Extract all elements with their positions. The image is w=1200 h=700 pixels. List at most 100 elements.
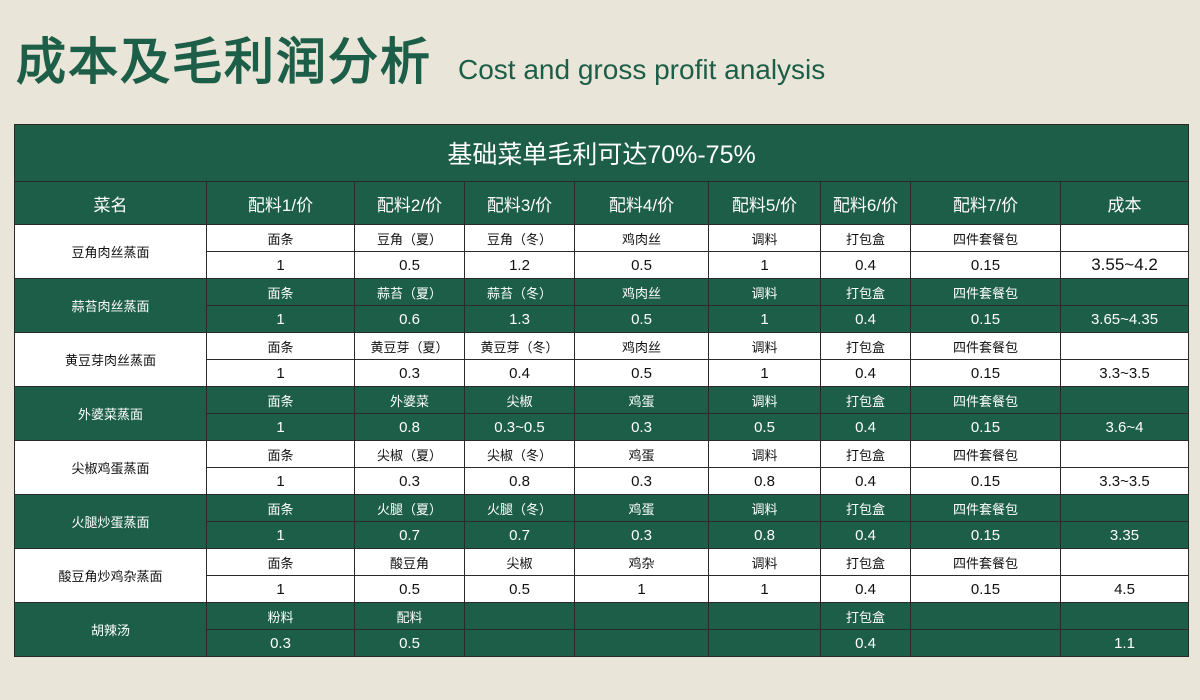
- ingredient-cell: [574, 602, 709, 630]
- column-header-row: 菜名 配料1/价 配料2/价 配料3/价 配料4/价 配料5/价 配料6/价 配…: [14, 181, 1190, 225]
- ingredient-cell: 火腿（夏）: [354, 494, 465, 522]
- price-cell: 0.4: [820, 629, 911, 657]
- ingredient-cell: 鸡杂: [574, 548, 709, 576]
- ingredient-cell: 豆角（冬）: [464, 224, 575, 252]
- ingredient-cell: 打包盒: [820, 278, 911, 306]
- price-cell: 0.4: [820, 467, 911, 495]
- price-cell: 0.3: [354, 359, 465, 387]
- ingredient-cell: 尖椒（夏）: [354, 440, 465, 468]
- dish-name: 豆角肉丝蒸面: [14, 224, 207, 279]
- ingredient-cell: 面条: [206, 440, 355, 468]
- dish-name: 蒜苔肉丝蒸面: [14, 278, 207, 333]
- dish-price-row: 0.3 0.5 0.4 1.1: [15, 629, 1190, 657]
- ingredient-cell: 酸豆角: [354, 548, 465, 576]
- ingredient-cell: 打包盒: [820, 602, 911, 630]
- price-cell: 0.4: [820, 575, 911, 603]
- dish-ingredient-row: 尖椒鸡蛋蒸面 面条 尖椒（夏） 尖椒（冬） 鸡蛋 调料 打包盒 四件套餐包: [14, 440, 1190, 495]
- ingredient-cell: 四件套餐包: [910, 224, 1061, 252]
- dish-price-row: 1 0.6 1.3 0.5 1 0.4 0.15 3.65~4.35: [15, 305, 1190, 333]
- ingredient-cell: 四件套餐包: [910, 278, 1061, 306]
- price-cell: 0.4: [820, 251, 911, 279]
- ingredient-cell: 外婆菜: [354, 386, 465, 414]
- ingredient-cell: 鸡蛋: [574, 386, 709, 414]
- price-cell: 0.6: [354, 305, 465, 333]
- price-cell: 0.5: [464, 575, 575, 603]
- ingredient-cell: 面条: [206, 386, 355, 414]
- price-cell: 1: [206, 305, 355, 333]
- ingredient-cell: 尖椒（冬）: [464, 440, 575, 468]
- dish-ingredient-row: 蒜苔肉丝蒸面 面条 蒜苔（夏） 蒜苔（冬） 鸡肉丝 调料 打包盒 四件套餐包: [14, 278, 1190, 333]
- ingredient-cell: 四件套餐包: [910, 494, 1061, 522]
- price-cell: 0.4: [820, 413, 911, 441]
- column-header: 配料1/价: [206, 181, 355, 225]
- ingredient-cell: 四件套餐包: [910, 440, 1061, 468]
- price-cell: [574, 629, 709, 657]
- price-cell: 1: [206, 413, 355, 441]
- ingredient-cell: 打包盒: [820, 224, 911, 252]
- ingredient-cell: 打包盒: [820, 386, 911, 414]
- dish-ingredient-row: 黄豆芽肉丝蒸面 面条 黄豆芽（夏） 黄豆芽（冬） 鸡肉丝 调料 打包盒 四件套餐包: [14, 332, 1190, 387]
- cost-cell-empty: [1059, 602, 1190, 630]
- cost-cell: 3.65~4.35: [1059, 305, 1190, 333]
- column-header: 菜名: [14, 181, 207, 225]
- table-banner: 基础菜单毛利可达70%-75%: [13, 124, 1190, 182]
- ingredient-cell: 尖椒: [464, 548, 575, 576]
- cost-table-body: 豆角肉丝蒸面 面条 豆角（夏） 豆角（冬） 鸡肉丝 调料 打包盒 四件套餐包 1 0.5 1.2 0.…: [14, 224, 1190, 657]
- ingredient-cell: 黄豆芽（夏）: [354, 332, 465, 360]
- price-cell: 0.3: [354, 467, 465, 495]
- price-cell: 0.3: [206, 629, 355, 657]
- price-cell: [464, 629, 575, 657]
- price-cell: 1: [206, 575, 355, 603]
- price-cell: 0.15: [910, 413, 1061, 441]
- cost-cell: 3.3~3.5: [1059, 467, 1190, 495]
- price-cell: 0.8: [708, 467, 821, 495]
- dish-name: 火腿炒蛋蒸面: [14, 494, 207, 549]
- ingredient-cell: 打包盒: [820, 332, 911, 360]
- price-cell: 1.3: [464, 305, 575, 333]
- dish-price-row: 1 0.3 0.8 0.3 0.8 0.4 0.15 3.3~3.5: [15, 467, 1190, 495]
- price-cell: 1: [206, 251, 355, 279]
- price-cell: 0.4: [464, 359, 575, 387]
- price-cell: 0.5: [574, 359, 709, 387]
- cost-cell-empty: [1059, 494, 1190, 522]
- cost-cell-empty: [1059, 278, 1190, 306]
- dish-name: 外婆菜蒸面: [14, 386, 207, 441]
- price-cell: 0.3: [574, 521, 709, 549]
- ingredient-cell: 鸡蛋: [574, 494, 709, 522]
- price-cell: 0.15: [910, 521, 1061, 549]
- price-cell: 0.4: [820, 359, 911, 387]
- price-cell: 1: [708, 305, 821, 333]
- ingredient-cell: 调料: [708, 224, 821, 252]
- price-cell: 0.5: [354, 251, 465, 279]
- ingredient-cell: 打包盒: [820, 494, 911, 522]
- ingredient-cell: 鸡肉丝: [574, 224, 709, 252]
- dish-price-row: 1 0.5 1.2 0.5 1 0.4 0.15 3.55~4.2: [15, 251, 1190, 279]
- dish-ingredient-row: 外婆菜蒸面 面条 外婆菜 尖椒 鸡蛋 调料 打包盒 四件套餐包: [14, 386, 1190, 441]
- cost-cell: 3.55~4.2: [1059, 251, 1190, 279]
- ingredient-cell: 四件套餐包: [910, 332, 1061, 360]
- price-cell: 1: [708, 575, 821, 603]
- price-cell: 0.5: [574, 305, 709, 333]
- ingredient-cell: 调料: [708, 332, 821, 360]
- price-cell: [910, 629, 1061, 657]
- ingredient-cell: 四件套餐包: [910, 386, 1061, 414]
- cost-cell: 3.35: [1059, 521, 1190, 549]
- price-cell: 0.5: [708, 413, 821, 441]
- column-header: 配料2/价: [354, 181, 465, 225]
- price-cell: 0.8: [708, 521, 821, 549]
- price-cell: 0.15: [910, 359, 1061, 387]
- cost-cell-empty: [1059, 332, 1190, 360]
- ingredient-cell: 蒜苔（冬）: [464, 278, 575, 306]
- price-cell: 0.15: [910, 251, 1061, 279]
- ingredient-cell: 调料: [708, 548, 821, 576]
- page-subtitle: Cost and gross profit analysis: [458, 54, 826, 85]
- price-cell: 0.3~0.5: [464, 413, 575, 441]
- ingredient-cell: 黄豆芽（冬）: [464, 332, 575, 360]
- column-header: 配料3/价: [464, 181, 575, 225]
- ingredient-cell: 火腿（冬）: [464, 494, 575, 522]
- price-cell: 0.15: [910, 467, 1061, 495]
- ingredient-cell: 面条: [206, 548, 355, 576]
- price-cell: 1: [708, 251, 821, 279]
- ingredient-cell: [708, 602, 821, 630]
- price-cell: 1: [708, 359, 821, 387]
